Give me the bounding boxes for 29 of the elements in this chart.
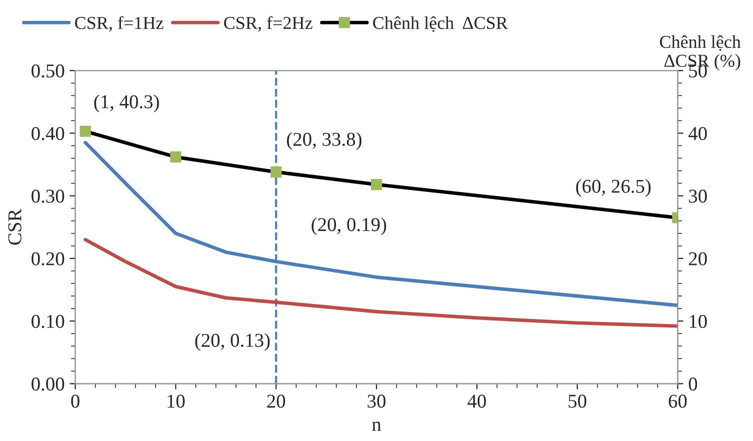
annotation: (1, 40.3) bbox=[94, 94, 159, 112]
legend-label: Chênh lệch ΔCSR bbox=[373, 16, 508, 32]
line-series bbox=[84, 238, 678, 328]
annotation: (20, 33.8) bbox=[286, 132, 362, 150]
x-tick-label: 0 bbox=[71, 394, 80, 408]
x-tick-label: 60 bbox=[668, 394, 687, 408]
x-axis-title: n bbox=[372, 422, 382, 431]
y-tick-label: 0.10 bbox=[32, 314, 64, 328]
y2-tick-label: 0 bbox=[688, 377, 698, 391]
y2-tick-label: 40 bbox=[688, 127, 707, 140]
y2-tick-label: 30 bbox=[689, 190, 707, 203]
x-tick-label: 40 bbox=[468, 394, 486, 408]
y-tick-label: 0.40 bbox=[32, 127, 64, 140]
annotation: (20, 0.19) bbox=[312, 218, 386, 236]
y-axis-title: CSR bbox=[8, 208, 22, 245]
y2-tick-label: 20 bbox=[688, 252, 707, 266]
legend-label: CSR, f=2Hz bbox=[224, 16, 312, 32]
y-tick-label: 0.00 bbox=[32, 377, 64, 391]
y-tick-label: 0.50 bbox=[32, 64, 64, 78]
y-tick-label: 0.30 bbox=[32, 190, 64, 203]
y-tick-label: 0.20 bbox=[32, 252, 64, 266]
y2-tick-label: 10 bbox=[690, 314, 707, 328]
x-tick-label: 10 bbox=[168, 394, 185, 408]
x-tick-label: 20 bbox=[267, 394, 286, 408]
x-tick-label: 50 bbox=[568, 394, 586, 408]
legend-label: CSR, f=1Hz bbox=[75, 16, 164, 32]
annotation: (20, 0.13) bbox=[195, 333, 270, 351]
x-tick-label: 30 bbox=[368, 394, 386, 408]
annotation: (60, 26.5) bbox=[576, 179, 651, 197]
